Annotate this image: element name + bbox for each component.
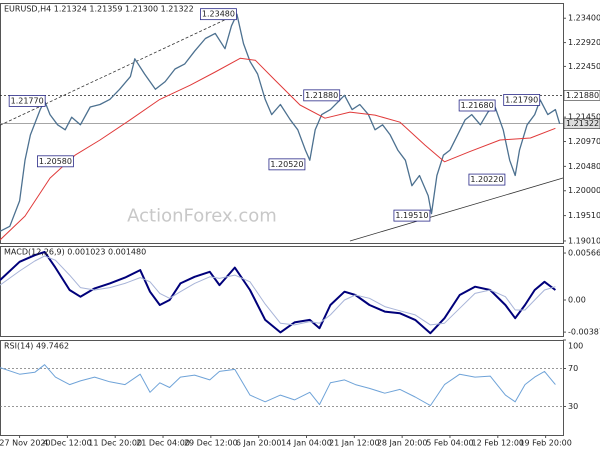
y-tick-label: 1.20000 xyxy=(568,186,600,195)
y-tick-label: 1.22450 xyxy=(568,62,600,71)
price-annotation: 1.21790 xyxy=(505,95,538,104)
series-line xyxy=(0,13,561,232)
panel-frame xyxy=(0,340,564,436)
y-tick-label: 70 xyxy=(568,364,578,373)
trend-line xyxy=(0,14,235,126)
x-tick-label: 27 Nov 2020 xyxy=(0,439,51,448)
series-line xyxy=(0,250,557,335)
y-tick-label: 1.20970 xyxy=(568,137,600,146)
x-tick-label: 29 Dec 12:00 xyxy=(184,439,238,448)
x-tick-label: 28 Jan 20:00 xyxy=(377,439,428,448)
x-tick-label: 14 Jan 04:00 xyxy=(281,439,332,448)
x-tick-label: 12 Feb 12:00 xyxy=(472,439,524,448)
y-tick-label: 1.19510 xyxy=(568,211,600,220)
x-tick-label: 5 Feb 04:00 xyxy=(426,439,473,448)
y-tick-label: 1.19010 xyxy=(568,236,600,245)
x-tick-label: 4 Dec 12:00 xyxy=(43,439,92,448)
price-annotation-box xyxy=(303,89,341,102)
x-tick-label: 11 Dec 20:00 xyxy=(88,439,142,448)
price-annotation-box xyxy=(8,95,46,107)
series-line xyxy=(0,255,556,326)
price-tag-box xyxy=(563,118,600,129)
x-tick-label: 21 Jan 12:00 xyxy=(329,439,380,448)
price-annotation: 1.20580 xyxy=(39,157,72,166)
price-annotation-box xyxy=(458,99,496,112)
y-tick-label: 30 xyxy=(568,402,578,411)
price-annotation-box xyxy=(200,8,237,21)
price-annotation: 1.21880 xyxy=(305,91,338,100)
y-tick-label: 0.00 xyxy=(568,296,586,305)
y-tick-label: 1.22920 xyxy=(568,38,600,47)
price-annotation-box xyxy=(468,173,506,186)
x-tick-label: 6 Jan 20:00 xyxy=(236,439,282,448)
y-tick-label: 1.23400 xyxy=(568,14,600,23)
price-annotation: 1.20220 xyxy=(470,175,503,184)
price-annotation-box xyxy=(268,158,306,171)
panel-frame xyxy=(0,246,564,337)
price-tag-box xyxy=(563,90,600,101)
price-annotation-box xyxy=(503,94,541,106)
panel-title: RSI(14) 49.7462 xyxy=(4,342,69,351)
y-tick-label: 100 xyxy=(568,342,583,351)
y-tick-label: 1.20480 xyxy=(568,162,600,171)
price-annotation-box xyxy=(37,155,74,168)
price-annotation: 1.23480 xyxy=(202,10,235,19)
watermark: ActionForex.com xyxy=(127,205,277,226)
price-annotation: 1.19510 xyxy=(395,211,428,220)
price-tag: 1.21322 xyxy=(566,119,599,128)
y-tick-label: -0.003872 xyxy=(568,328,600,337)
series-line xyxy=(0,57,556,241)
panel-title: MACD(12,26,9) 0.001023 0.001480 xyxy=(4,248,146,257)
y-tick-label: 1.21450 xyxy=(568,113,600,122)
x-tick-label: 21 Dec 04:00 xyxy=(136,439,190,448)
price-annotation: 1.21770 xyxy=(11,96,44,105)
price-tag: 1.21880 xyxy=(566,91,599,100)
y-tick-label: 0.005662 xyxy=(568,249,600,258)
panel-title: EURUSD,H4 1.21324 1.21359 1.21300 1.2132… xyxy=(4,5,194,14)
series-line xyxy=(0,364,556,407)
x-tick-label: 19 Feb 20:00 xyxy=(519,439,571,448)
price-annotation: 1.20520 xyxy=(270,160,303,169)
price-annotation-box xyxy=(393,209,431,222)
trend-line xyxy=(349,177,564,242)
price-annotation: 1.21680 xyxy=(461,101,494,110)
